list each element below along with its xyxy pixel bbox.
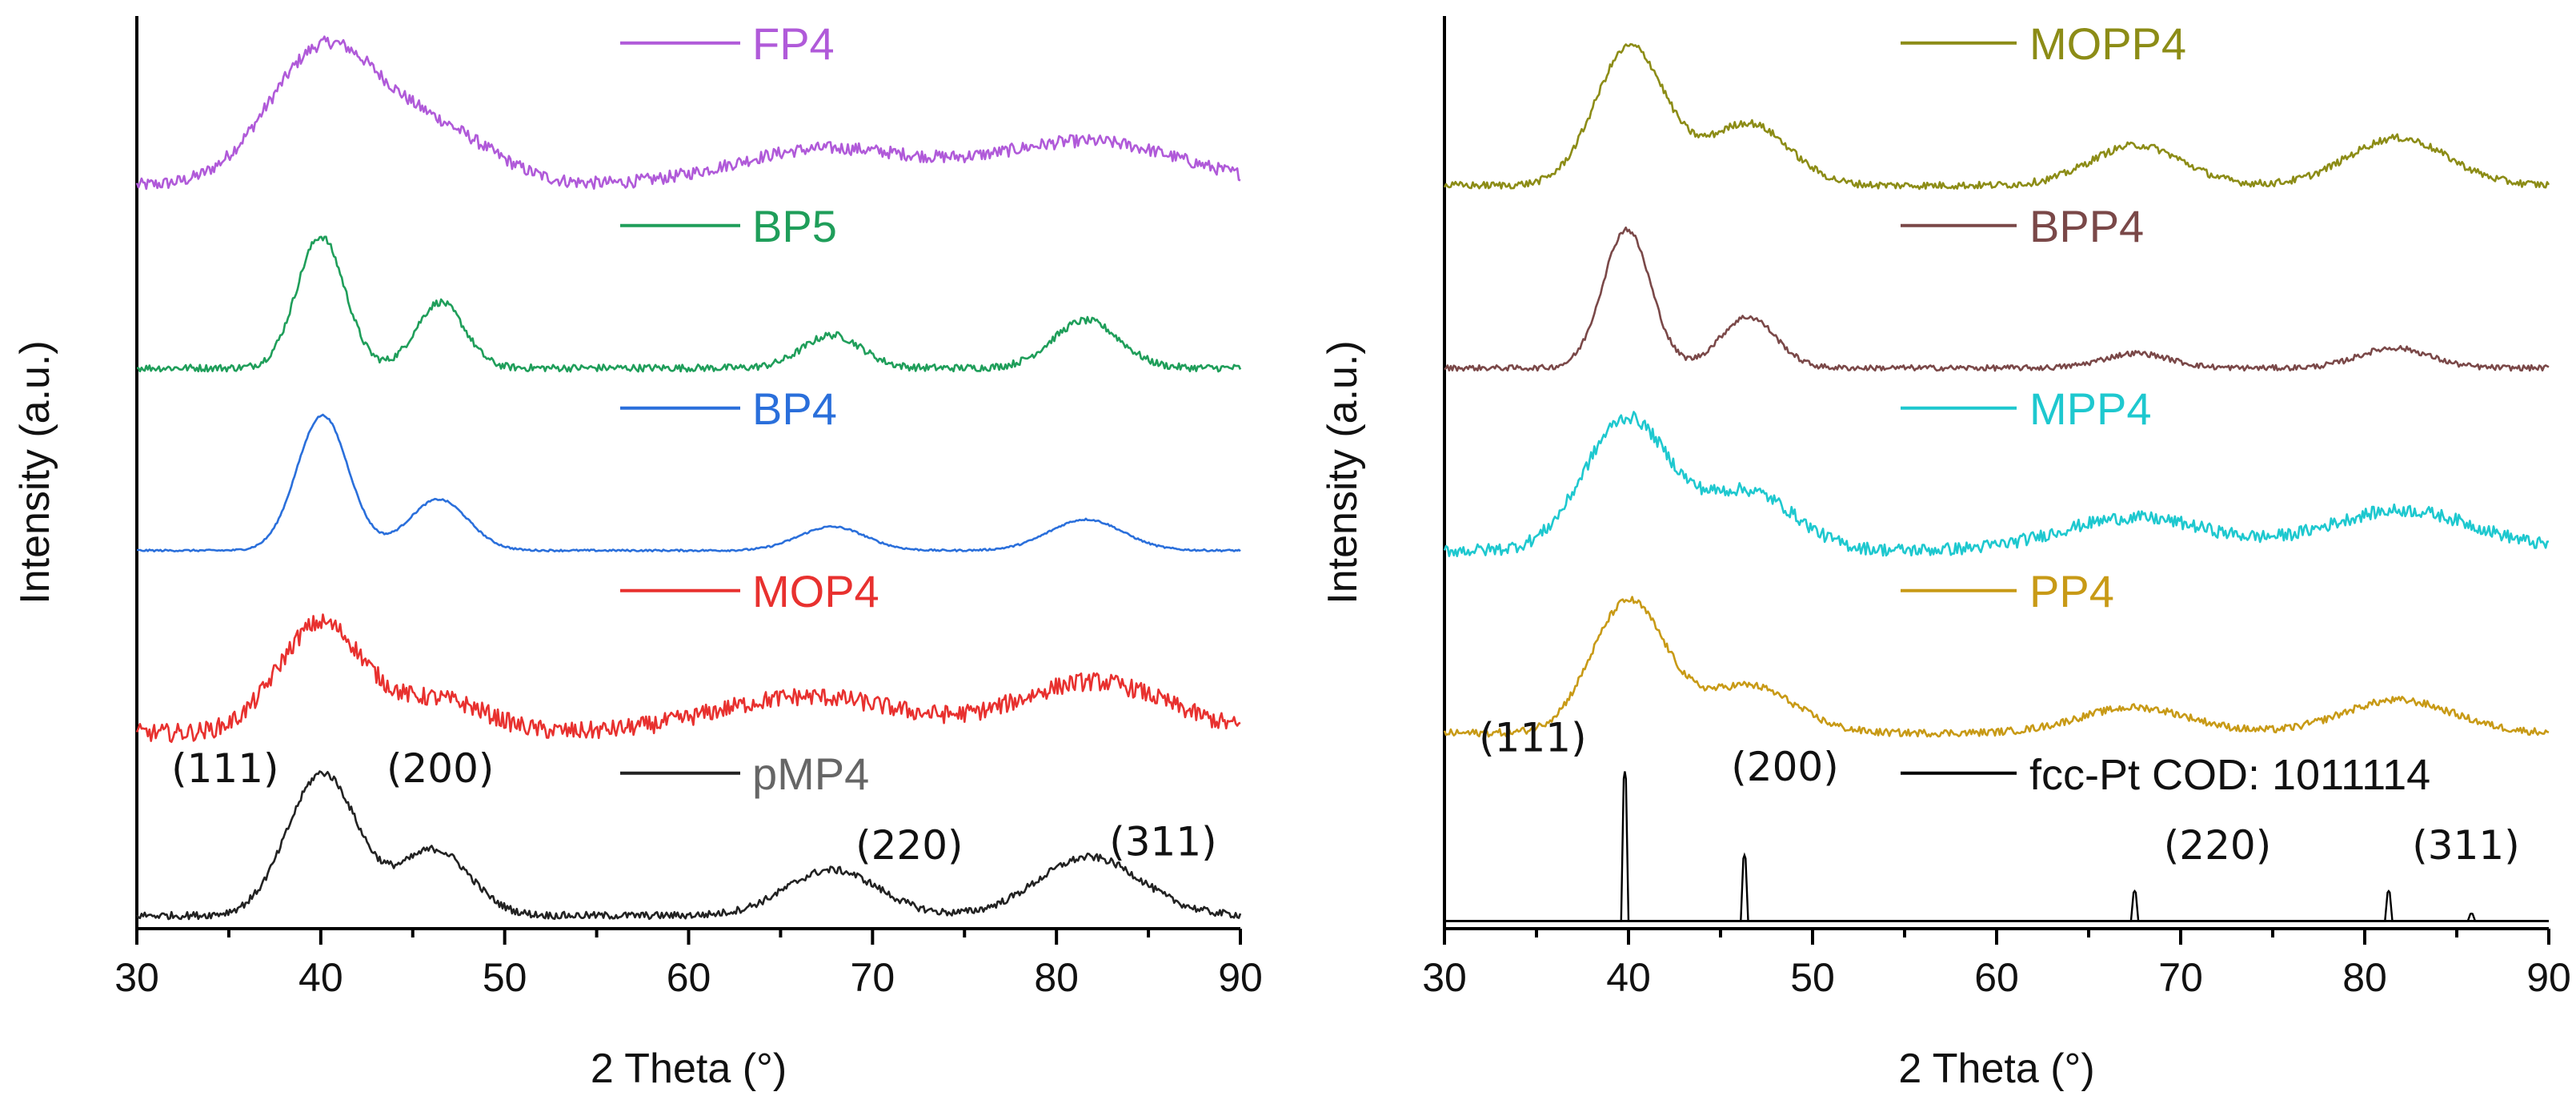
peak-label-311: (311) <box>2412 822 2519 869</box>
peak-label-111: (111) <box>171 745 278 792</box>
reference-stick-81-3 <box>1444 889 2549 922</box>
reference-stick-46-3 <box>1444 852 2549 922</box>
reference-stick-85-8 <box>1444 912 2549 922</box>
x-tick-label-70: 70 <box>2158 955 2203 1000</box>
peak-label-200: (200) <box>387 745 494 792</box>
x-tick-label-40: 40 <box>298 955 343 1000</box>
peak-label-311: (311) <box>1109 818 1216 865</box>
series-line-bp5 <box>136 235 1242 373</box>
x-axis-title: 2 Theta (°) <box>1898 1046 2094 1092</box>
x-tick-label-90: 90 <box>2526 955 2571 1000</box>
legend-label-bp5: BP5 <box>752 201 837 251</box>
legend-label-mop4: MOP4 <box>752 566 879 616</box>
legend-label-reference: fcc-Pt COD: 1011114 <box>2029 751 2430 799</box>
series-line-mop4 <box>135 613 1241 743</box>
legend-label-pp4: PP4 <box>2029 566 2114 616</box>
x-tick-label-90: 90 <box>1218 955 1263 1000</box>
series-line-fp4 <box>135 35 1241 191</box>
legend-label-mpp4: MPP4 <box>2029 383 2152 434</box>
x-tick-label-40: 40 <box>1606 955 1651 1000</box>
x-tick-label-60: 60 <box>1974 955 2019 1000</box>
legend-label-fp4: FP4 <box>752 18 835 69</box>
x-axis-title: 2 Theta (°) <box>591 1046 787 1092</box>
x-tick-label-30: 30 <box>114 955 159 1000</box>
reference-stick-67-5 <box>1444 889 2549 922</box>
x-tick-label-70: 70 <box>851 955 895 1000</box>
x-tick-label-80: 80 <box>2342 955 2387 1000</box>
legend-label-bp4: BP4 <box>752 383 837 434</box>
y-axis-title: Intensity (a.u.) <box>1320 340 1366 604</box>
series-line-pmp4 <box>135 770 1242 921</box>
series-line-pp4 <box>1443 596 2550 738</box>
series-line-mpp4 <box>1443 411 2549 557</box>
legend-label-bpp4: BPP4 <box>2029 201 2144 251</box>
peak-label-220: (220) <box>2164 822 2271 869</box>
legend-label-mopp4: MOPP4 <box>2029 18 2186 69</box>
peak-label-111: (111) <box>1479 714 1586 761</box>
x-tick-label-30: 30 <box>1422 955 1467 1000</box>
x-tick-label-50: 50 <box>483 955 527 1000</box>
x-tick-label-80: 80 <box>1034 955 1079 1000</box>
legend-label-pmp4: pMP4 <box>752 749 869 799</box>
x-tick-label-60: 60 <box>667 955 711 1000</box>
left-xrd-panel: 30 40 50 60 70 80 90 2 Theta (°) Intensity (a.u.… <box>12 16 1263 1092</box>
series-line-bpp4 <box>1444 226 2550 372</box>
series-line-mopp4 <box>1443 42 2550 191</box>
peak-label-200: (200) <box>1731 744 1838 790</box>
right-xrd-panel: 30 40 50 60 70 80 90 2 Theta (°) Intensity (a.u.… <box>1320 16 2571 1092</box>
peak-label-220: (220) <box>855 822 963 869</box>
x-tick-label-50: 50 <box>1790 955 1835 1000</box>
y-axis-title: Intensity (a.u.) <box>12 340 58 604</box>
series-line-bp4 <box>136 413 1241 552</box>
